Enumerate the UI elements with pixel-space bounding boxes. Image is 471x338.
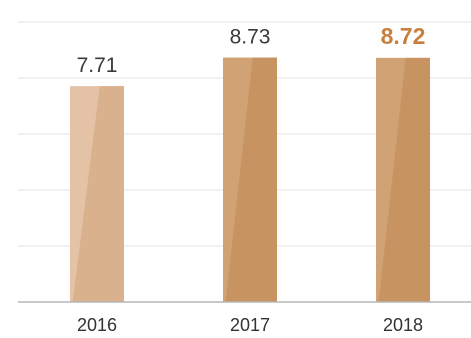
- x-tick-label-2017: 2017: [230, 315, 270, 335]
- bar-shade: [225, 57, 277, 303]
- bar-shade: [378, 57, 430, 303]
- bars: [70, 57, 430, 303]
- x-tick-label-2018: 2018: [383, 315, 423, 335]
- value-label-2016: 7.71: [77, 54, 118, 77]
- value-label-2018: 8.72: [381, 23, 426, 49]
- x-axis-ticks: 2016 2017 2018: [77, 315, 423, 335]
- bar-2018: [376, 57, 430, 303]
- value-labels: 7.71 8.73 8.72: [77, 23, 426, 77]
- bar-2016: [70, 86, 124, 303]
- bar-2017: [223, 57, 277, 303]
- bar-shade: [72, 86, 124, 303]
- value-label-2017: 8.73: [230, 26, 271, 49]
- x-tick-label-2016: 2016: [77, 315, 117, 335]
